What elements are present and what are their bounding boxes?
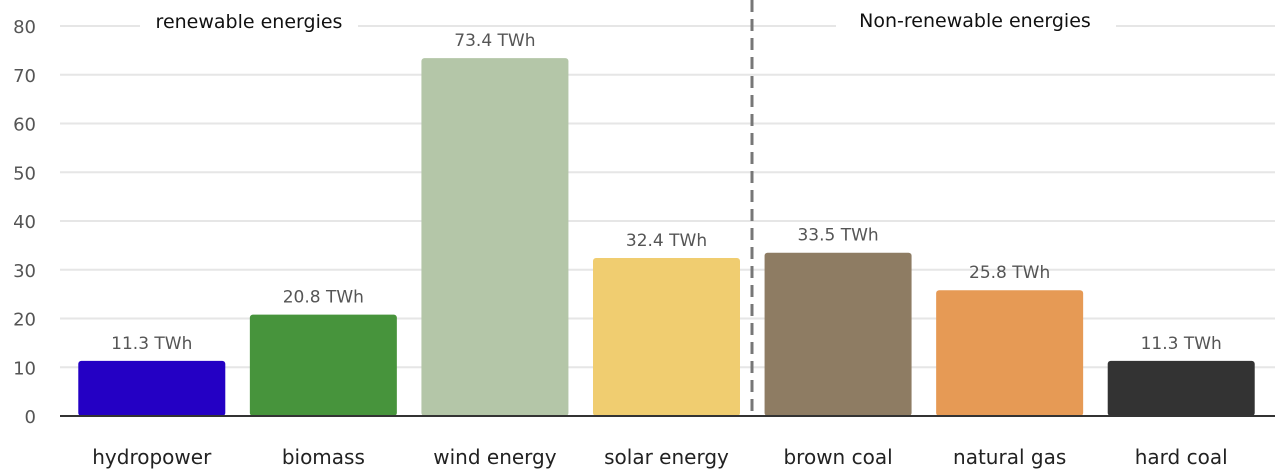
data-label: 11.3 TWh: [111, 334, 192, 354]
x-tick-label: solar energy: [604, 445, 729, 469]
y-tick-label: 0: [25, 407, 36, 428]
x-tick-label: brown coal: [783, 445, 892, 469]
y-tick-label: 50: [13, 163, 36, 184]
y-tick-label: 70: [13, 66, 36, 87]
y-tick-label: 10: [13, 358, 36, 379]
bar-solar-energy: [593, 258, 740, 416]
y-tick-label: 20: [13, 310, 36, 331]
x-tick-label: hydropower: [92, 445, 212, 469]
y-tick-label: 40: [13, 212, 36, 233]
bar-brown-coal: [764, 252, 912, 416]
annotation-background: [836, 4, 1116, 36]
data-label: 32.4 TWh: [626, 231, 707, 251]
x-tick-label: wind energy: [433, 445, 556, 469]
bar-hard-coal: [1107, 360, 1255, 416]
y-tick-label: 80: [13, 17, 36, 38]
x-tick-label: hard coal: [1135, 445, 1228, 469]
data-label: 11.3 TWh: [1141, 334, 1222, 354]
annotation-non-renewable: Non-renewable energies: [859, 10, 1091, 32]
bar-natural-gas: [936, 290, 1084, 416]
x-tick-label: biomass: [282, 445, 365, 469]
data-label: 73.4 TWh: [454, 31, 535, 51]
x-tick-label: natural gas: [953, 445, 1066, 469]
bar-hydropower: [78, 360, 226, 416]
y-tick-label: 30: [13, 261, 36, 282]
data-label: 33.5 TWh: [797, 226, 878, 246]
annotation-renewable: renewable energies: [156, 11, 343, 33]
y-tick-label: 60: [13, 115, 36, 136]
bar-wind-energy: [421, 58, 569, 417]
data-label: 25.8 TWh: [969, 263, 1050, 283]
data-label: 20.8 TWh: [283, 288, 364, 308]
bar-biomass: [249, 314, 397, 416]
annotation-background: [140, 4, 358, 36]
